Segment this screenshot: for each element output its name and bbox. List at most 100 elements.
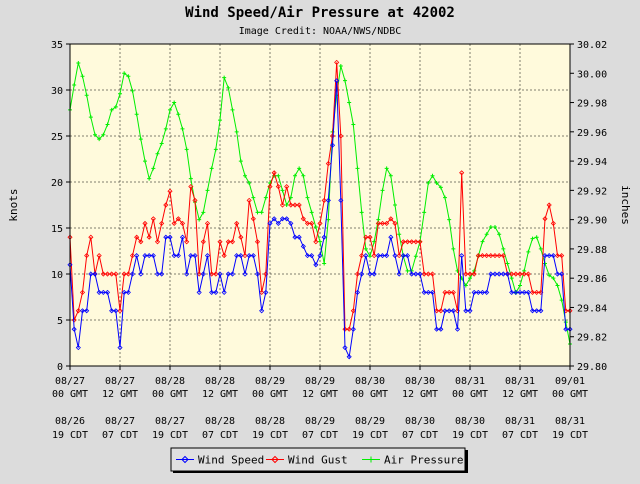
tick-label-x: 00 GMT <box>352 389 388 400</box>
wind-speed-point <box>475 289 481 295</box>
wind-gust-point <box>425 271 431 277</box>
wind-gust-point <box>321 197 327 203</box>
grid <box>70 44 570 366</box>
wind-gust-point <box>134 234 140 240</box>
wind-speed-point <box>254 271 261 277</box>
air-pressure-point <box>84 93 89 98</box>
air-pressure-point <box>484 232 489 237</box>
y-axis-label-right: inches <box>619 185 632 225</box>
wind-gust-point <box>438 308 444 314</box>
air-pressure-point <box>93 132 97 137</box>
wind-gust-point <box>404 239 411 245</box>
wind-speed-point <box>225 271 231 277</box>
air-pressure-point <box>530 236 535 241</box>
wind-speed-point <box>417 271 423 277</box>
air-pressure-point <box>413 254 418 259</box>
tick-label-y-right: 29.80 <box>577 362 607 373</box>
wind-speed-point <box>229 271 236 277</box>
wind-gust-point <box>492 253 498 259</box>
tick-label-y-left: 0 <box>57 362 63 373</box>
tick-label-x: 09/01 <box>555 376 585 387</box>
wind-gust-point <box>196 271 202 277</box>
wind-speed-point <box>325 197 331 203</box>
wind-gust-point <box>129 253 136 259</box>
wind-gust-point <box>513 271 519 277</box>
wind-speed-point <box>175 253 181 259</box>
tick-label-x: 00 GMT <box>252 389 288 400</box>
legend-label-wind-speed: Wind Speed <box>198 454 264 467</box>
wind-speed-point <box>75 345 81 351</box>
air-pressure-point <box>105 122 110 127</box>
wind-speed-point <box>142 253 148 259</box>
tick-label-x: 07 CDT <box>102 430 138 441</box>
tick-label-y-right: 29.90 <box>577 216 607 227</box>
wind-speed-point <box>246 253 252 259</box>
wind-gust-point <box>104 271 111 277</box>
wind-speed-point <box>104 289 111 295</box>
wind-speed-point <box>125 289 131 295</box>
wind-gust-point <box>271 170 277 176</box>
tick-label-x: 08/30 <box>405 416 435 427</box>
wind-speed-point <box>563 326 569 332</box>
chart-subtitle: Image Credit: NOAA/NWS/NDBC <box>239 26 402 37</box>
wind-speed-point <box>292 234 298 240</box>
wind-gust-point <box>409 239 415 245</box>
wind-speed-point <box>500 271 506 277</box>
tick-label-x: 12 GMT <box>302 389 338 400</box>
wind-speed-point <box>371 271 377 277</box>
wind-gust-point <box>184 239 190 245</box>
wind-gust-point <box>292 202 298 208</box>
tick-label-x: 12 GMT <box>402 389 438 400</box>
wind-speed-point <box>150 253 156 259</box>
wind-speed-point <box>163 234 169 240</box>
wind-gust-point <box>550 220 556 226</box>
wind-gust-point <box>529 289 536 295</box>
wind-speed-point <box>492 271 498 277</box>
tick-label-y-right: 30.02 <box>577 40 607 51</box>
tick-label-x: 08/30 <box>455 416 485 427</box>
wind-gust-point <box>359 253 365 259</box>
air-pressure-point <box>497 232 502 237</box>
legend-label-air-pressure: Air Pressure <box>384 454 463 467</box>
wind-gust-point <box>554 253 561 259</box>
wind-speed-point <box>263 289 269 295</box>
wind-gust-point <box>375 220 381 226</box>
wind-speed-point <box>300 243 306 249</box>
tick-label-x: 19 CDT <box>252 430 288 441</box>
wind-speed-point <box>121 289 127 295</box>
wind-speed-point <box>304 253 311 259</box>
wind-gust-point <box>559 253 565 259</box>
tick-label-x: 07 CDT <box>302 430 338 441</box>
air-pressure-point <box>388 173 393 178</box>
wind-speed-point <box>171 253 177 259</box>
wind-gust-point <box>175 216 181 222</box>
wind-gust-point <box>450 289 456 295</box>
tick-label-x: 08/26 <box>55 416 85 427</box>
wind-gust-point <box>96 253 102 259</box>
wind-speed-point <box>350 326 356 332</box>
wind-speed-point <box>488 271 494 277</box>
wind-speed-point <box>271 216 277 222</box>
air-pressure-point <box>213 147 218 152</box>
wind-gust-point <box>413 239 419 245</box>
tick-label-x: 00 GMT <box>152 389 188 400</box>
tick-label-y-right: 29.92 <box>577 186 607 197</box>
wind-speed-point <box>321 234 327 240</box>
wind-gust-point <box>259 289 265 295</box>
air-pressure-point <box>518 283 522 288</box>
wind-speed-point <box>213 289 219 295</box>
wind-gust-point <box>500 253 506 259</box>
air-pressure-point <box>309 210 314 215</box>
tick-label-x: 08/28 <box>205 416 235 427</box>
air-pressure-point <box>201 210 206 215</box>
tick-label-y-left: 5 <box>57 316 63 327</box>
wind-speed-point <box>284 216 290 222</box>
air-pressure-point <box>505 261 510 266</box>
air-pressure-point <box>276 173 281 178</box>
wind-speed-point <box>317 253 323 259</box>
wind-speed-point <box>84 308 90 314</box>
wind-gust-point <box>459 170 465 176</box>
tick-label-y-left: 10 <box>51 270 63 281</box>
wind-speed-point <box>113 308 119 314</box>
